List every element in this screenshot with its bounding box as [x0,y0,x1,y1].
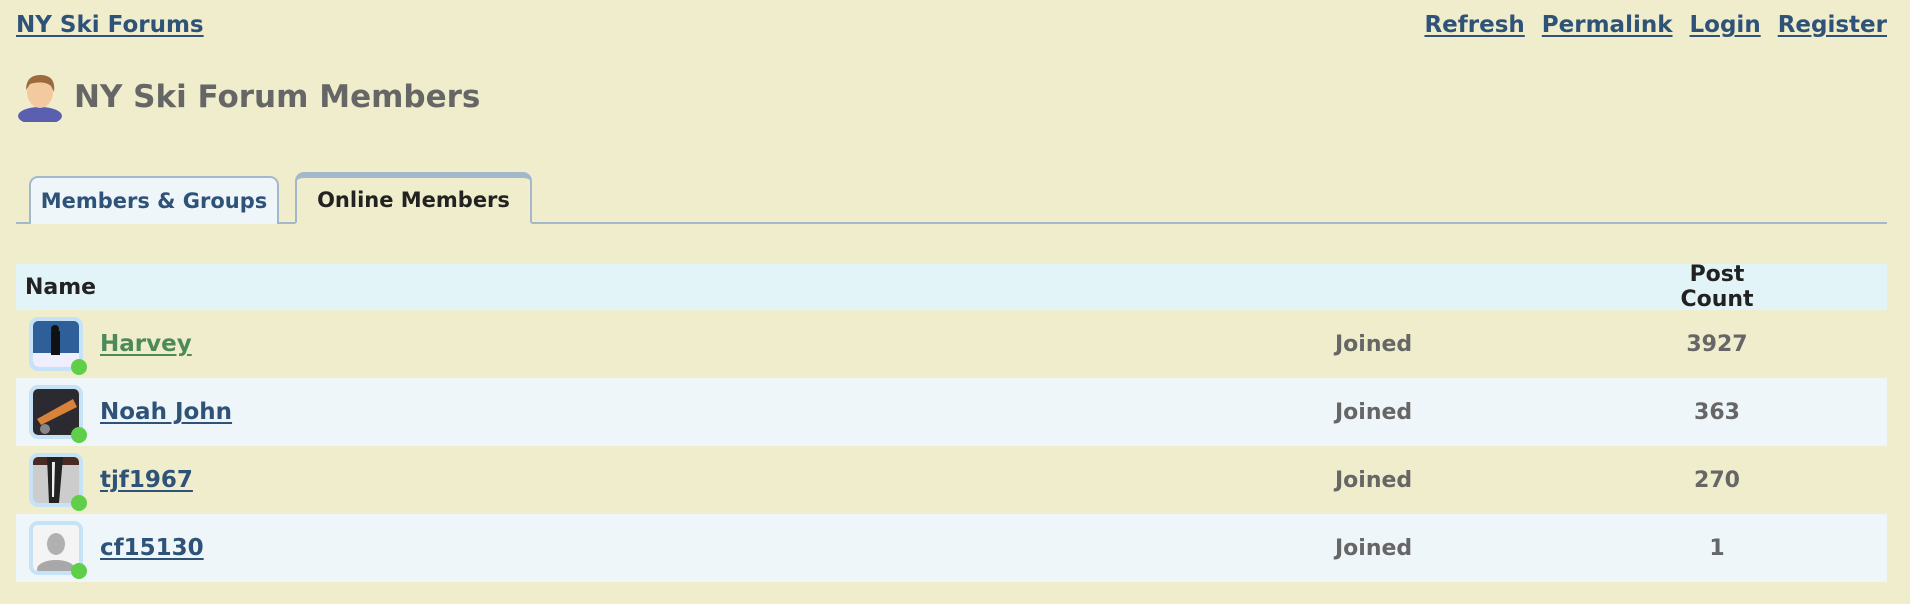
table-row: Harvey Joined 3927 [16,310,1887,378]
column-post-count: Post Count [1680,262,1754,312]
member-status: Joined [1335,535,1413,561]
member-status: Joined [1335,331,1413,357]
top-links: Refresh Permalink Login Register [1424,12,1887,38]
member-link[interactable]: Noah John [100,399,233,425]
members-table: Name Post Count Harvey Joined 3927 Noah … [16,262,1887,582]
table-header: Name Post Count [16,262,1887,312]
column-name: Name [25,274,97,300]
online-indicator-icon [71,427,87,443]
table-row: Noah John Joined 363 [16,378,1887,446]
avatar[interactable] [29,521,87,579]
tab-bar: Members & Groups Online Members [16,170,1887,224]
table-row: tjf1967 Joined 270 [16,446,1887,514]
tab-members-groups[interactable]: Members & Groups [29,176,279,224]
register-link[interactable]: Register [1777,12,1887,38]
refresh-link[interactable]: Refresh [1424,12,1525,38]
login-link[interactable]: Login [1689,12,1761,38]
site-home-link[interactable]: NY Ski Forums [16,12,204,38]
avatar[interactable] [29,385,87,443]
online-indicator-icon [71,359,87,375]
permalink-link[interactable]: Permalink [1541,12,1673,38]
post-count: 3927 [1686,331,1748,357]
user-icon [18,74,62,122]
post-count: 1 [1709,535,1725,561]
member-status: Joined [1335,467,1413,493]
member-status: Joined [1335,399,1413,425]
online-indicator-icon [71,563,87,579]
post-count: 363 [1694,399,1740,425]
default-user-icon [33,525,79,571]
avatar[interactable] [29,317,87,375]
tab-online-members[interactable]: Online Members [295,172,532,224]
online-indicator-icon [71,495,87,511]
page-header: NY Ski Forum Members [16,72,480,122]
avatar[interactable] [29,453,87,511]
member-link[interactable]: cf15130 [100,535,204,561]
member-link[interactable]: tjf1967 [100,467,193,493]
table-row: cf15130 Joined 1 [16,514,1887,582]
post-count: 270 [1694,467,1740,493]
page-title: NY Ski Forum Members [74,79,481,115]
member-link[interactable]: Harvey [100,331,192,357]
